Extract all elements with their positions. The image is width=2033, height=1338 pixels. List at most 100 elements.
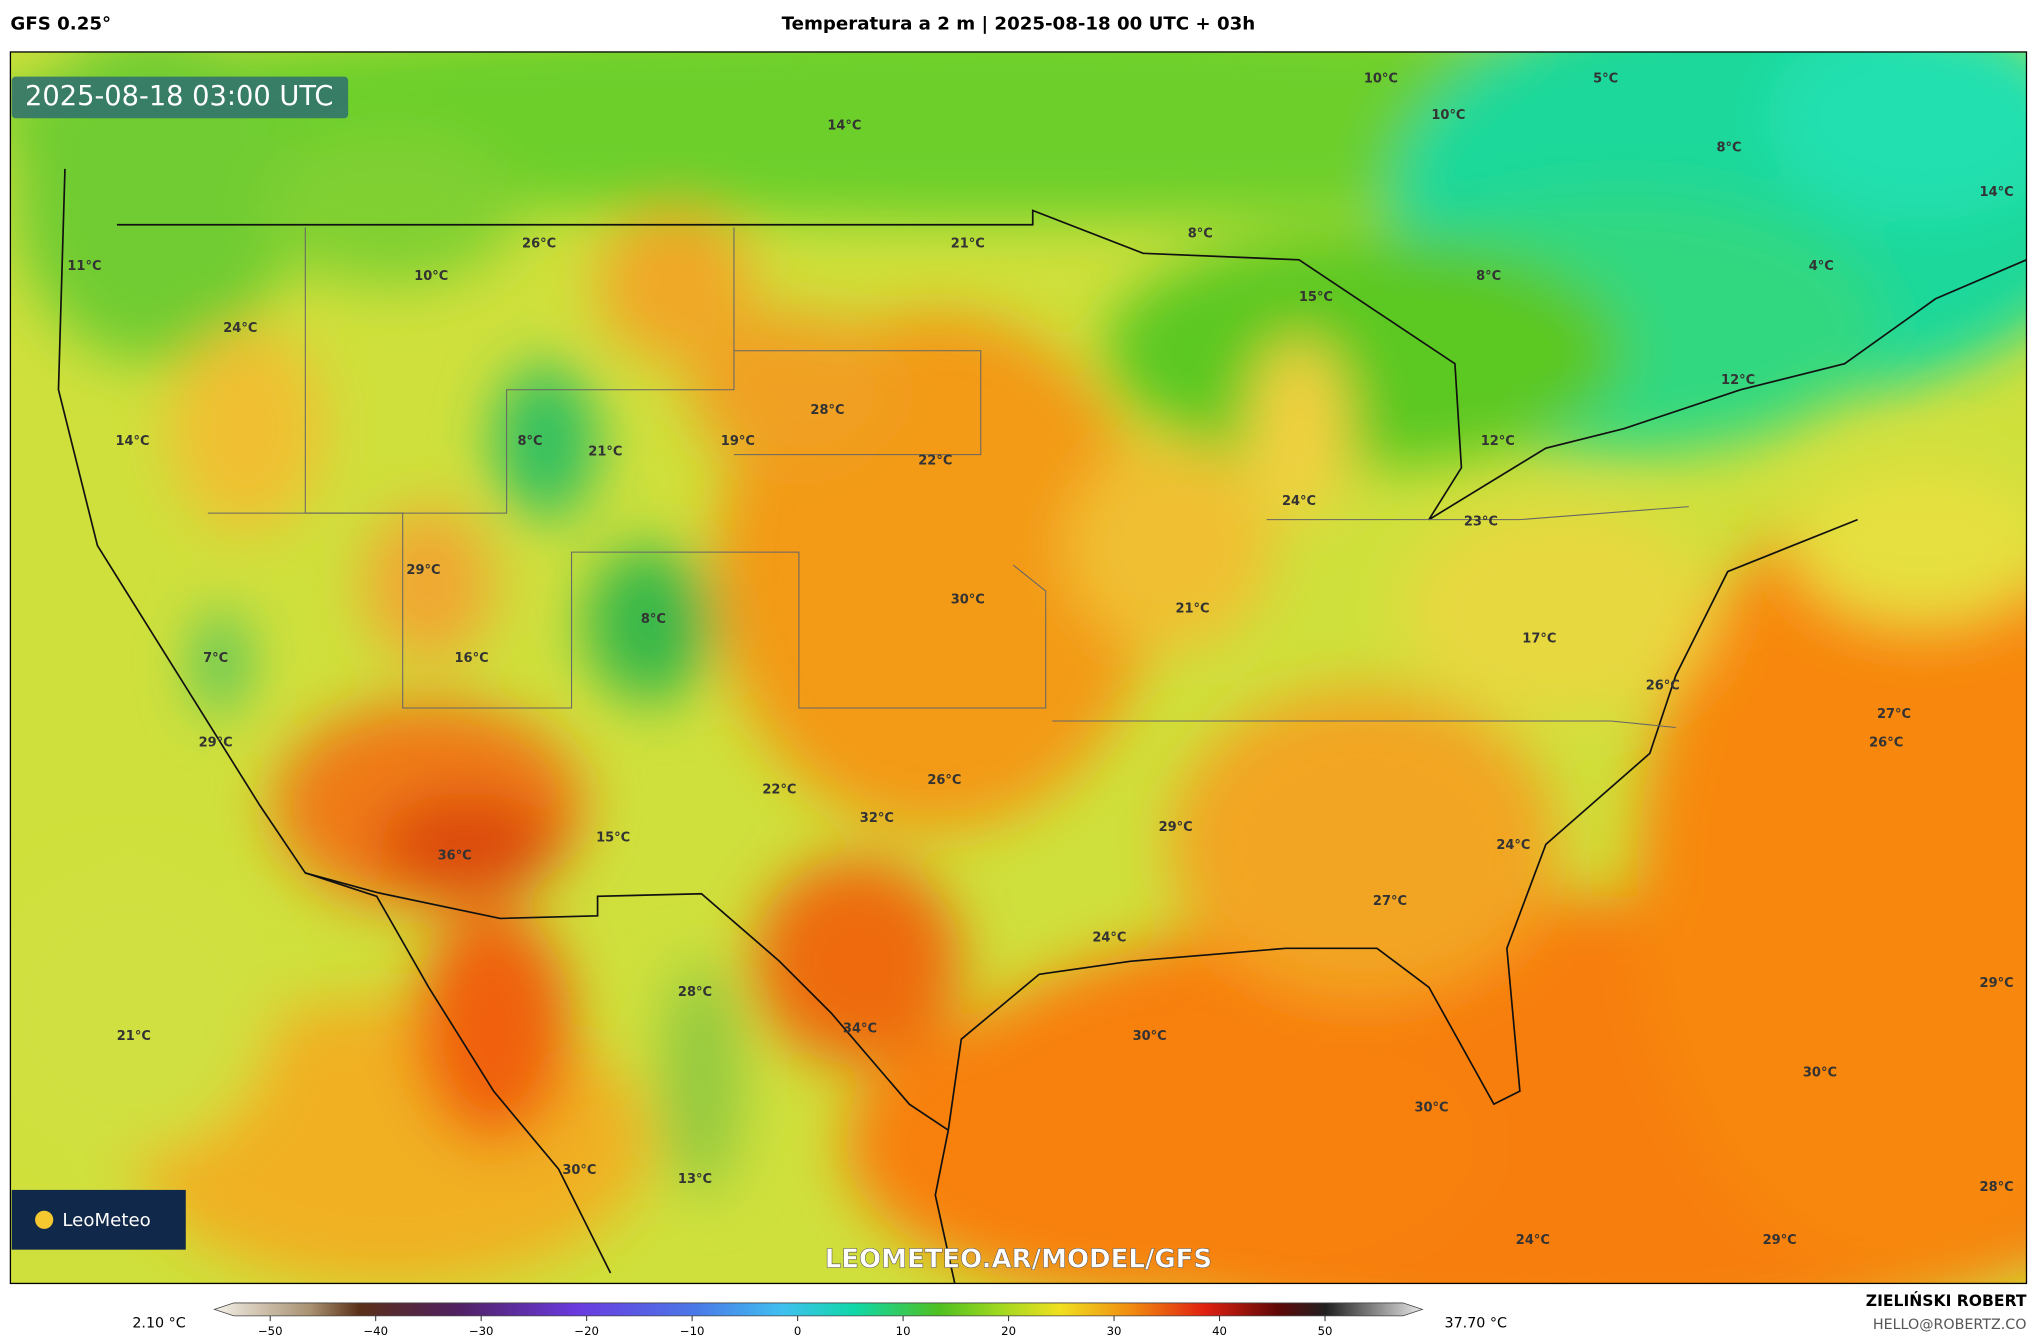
temperature-label: 11°C: [67, 259, 101, 274]
temperature-zone: [168, 324, 325, 533]
temperature-label: 13°C: [678, 1172, 712, 1187]
map-frame: [9, 51, 2028, 1285]
email: HELLO@ROBERTZ.CO: [1873, 1317, 2027, 1333]
temperature-label: 12°C: [1721, 373, 1755, 388]
temperature-label: 14°C: [115, 434, 149, 449]
temperature-label: 14°C: [827, 119, 861, 134]
temperature-zone: [13, 51, 299, 364]
temperature-zone: [1065, 441, 1274, 650]
temperature-zone: [584, 545, 715, 702]
timestamp: 2025-08-18 03:00 UTC: [25, 81, 333, 112]
state-line: [304, 227, 735, 514]
temperature-label: 26°C: [1869, 736, 1903, 751]
coastline: [947, 518, 1858, 1131]
temperature-label: 21°C: [951, 237, 985, 252]
colorbar-tick-label: 10: [896, 1324, 911, 1338]
colorbar: [213, 1302, 1424, 1317]
temperature-label: 24°C: [1092, 930, 1126, 945]
temperature-zone: [1792, 467, 2027, 624]
border: [116, 209, 2027, 521]
temperature-label: 27°C: [1373, 894, 1407, 909]
temperature-zone: [662, 961, 741, 1196]
temperature-zone: [376, 792, 559, 897]
temperature-label: 24°C: [1516, 1233, 1550, 1248]
temperature-label: 29°C: [199, 736, 233, 751]
temperature-zone: [363, 506, 494, 663]
temperature-label: 4°C: [1809, 259, 1834, 274]
temperature-label: 28°C: [810, 403, 844, 418]
state-line: [733, 350, 982, 456]
temperature-zone: [1247, 337, 1351, 520]
temperature-zone: [1169, 688, 1559, 1001]
temperature-label: 8°C: [641, 612, 666, 627]
temperature-label: 26°C: [522, 237, 556, 252]
temperature-label: 15°C: [596, 830, 630, 845]
temperature-label: 12°C: [1481, 434, 1515, 449]
temperature-zone: [597, 207, 754, 364]
temperature-label: 30°C: [1803, 1065, 1837, 1080]
temperature-label: 14°C: [1980, 185, 2014, 200]
temperature-label: 24°C: [1282, 494, 1316, 509]
temperature-label: 28°C: [678, 985, 712, 1000]
temperature-label: 24°C: [223, 321, 257, 336]
temperature-zone: [1636, 493, 2027, 1273]
temperature-label: 17°C: [1522, 632, 1556, 647]
colorbar-tick-label: 50: [1318, 1324, 1333, 1338]
temperature-label: 29°C: [1763, 1233, 1797, 1248]
colorbar-tick-label: −40: [363, 1324, 388, 1338]
temperature-label: 10°C: [414, 269, 448, 284]
temperature-label: 30°C: [1133, 1029, 1167, 1044]
temperature-label: 34°C: [843, 1021, 877, 1036]
temperature-label: 10°C: [1431, 108, 1465, 123]
temperature-zone: [197, 610, 245, 715]
temperature-label: 22°C: [762, 782, 796, 797]
state-line: [1266, 506, 1689, 521]
map-title: Temperatura a 2 m | 2025-08-18 00 UTC + …: [782, 14, 1256, 35]
logo-text: LeoMeteo: [62, 1210, 150, 1231]
colorbar-tick-label: 40: [1212, 1324, 1227, 1338]
colorbar-min: 2.10 °C: [132, 1316, 185, 1332]
temperature-label: 21°C: [588, 445, 622, 460]
temperature-label: 7°C: [203, 651, 228, 666]
temperature-label: 30°C: [951, 593, 985, 608]
border: [305, 872, 949, 1131]
coastline: [934, 1129, 956, 1284]
temperature-label: 36°C: [438, 849, 472, 864]
temperature-label: 8°C: [1476, 269, 1501, 284]
state-lines: [207, 227, 1689, 728]
author: ZIELIŃSKI ROBERT: [1866, 1291, 2027, 1310]
colorbar-tick-label: 30: [1107, 1324, 1122, 1338]
temperature-label: 21°C: [117, 1029, 151, 1044]
temperature-label: 15°C: [1299, 290, 1333, 305]
temperature-zone: [844, 987, 1494, 1284]
temperature-zone: [1104, 233, 1624, 468]
map-labels: 10°C 5°C 10°C 14°C 8°C 14°C 8°C 26°C 21°C 11°C 4°C…: [67, 72, 2013, 1248]
temperature-label: 29°C: [406, 563, 440, 578]
temperature-label: 8°C: [517, 434, 542, 449]
temperature-label: 32°C: [860, 811, 894, 826]
temperature-zone: [1766, 51, 2027, 221]
temperature-zone: [753, 857, 962, 1066]
temperature-label: 30°C: [1414, 1101, 1448, 1116]
watermark: LEOMETEO.AR/MODEL/GFS: [825, 1245, 1212, 1275]
colorbar-tick-label: −20: [574, 1324, 599, 1338]
temperature-label: 26°C: [1646, 678, 1680, 693]
temperature-label: 30°C: [562, 1163, 596, 1178]
colorbar-tick-label: −10: [680, 1324, 705, 1338]
temperature-label: 29°C: [1159, 820, 1193, 835]
colorbar-tick-label: −50: [258, 1324, 283, 1338]
borders: [57, 168, 2027, 1284]
temperature-label: 27°C: [1877, 707, 1911, 722]
colorbar-tick-label: 20: [1001, 1324, 1016, 1338]
temperature-label: 22°C: [918, 454, 952, 469]
state-line: [207, 512, 1047, 709]
temperature-label: 21°C: [1175, 602, 1209, 617]
temperature-label: 19°C: [721, 434, 755, 449]
colorbar-tick-label: 0: [794, 1324, 801, 1338]
logo-sun: [35, 1210, 54, 1229]
state-line: [1052, 720, 1676, 728]
